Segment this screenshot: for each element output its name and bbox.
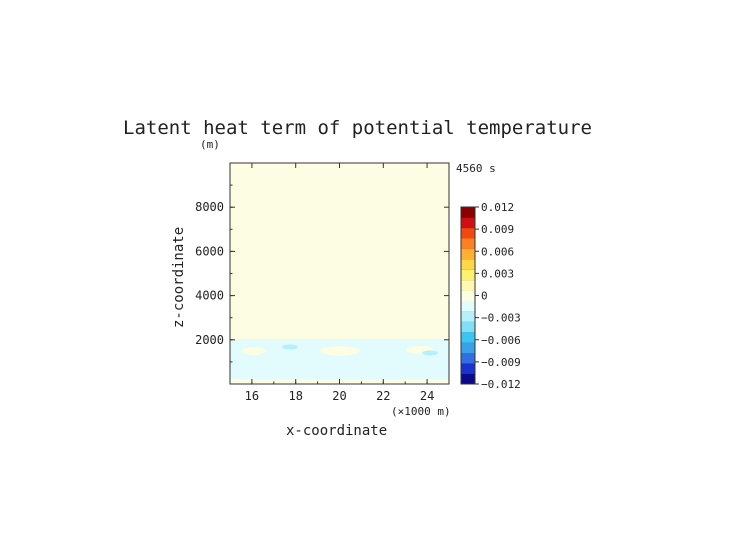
- field-patch-negative-right: [422, 350, 438, 356]
- colorbar-segment: [461, 373, 475, 385]
- colorbar-tick-label: 0.003: [481, 267, 514, 280]
- y-tick-label: 4000: [195, 289, 224, 303]
- colorbar-segment: [461, 342, 475, 354]
- colorbar-segment: [461, 279, 475, 291]
- colorbar-tick-label: 0.012: [481, 201, 514, 214]
- colorbar-segment: [461, 238, 475, 249]
- y-tick-label: 8000: [195, 200, 224, 214]
- colorbar-segment: [461, 363, 475, 374]
- field-patch-positive-left: [242, 347, 266, 355]
- x-unit-label: (×1000 m): [391, 405, 451, 418]
- colorbar-tick-label: −0.012: [481, 378, 521, 391]
- x-axis-label: x-coordinate: [286, 423, 387, 439]
- colorbar-segment: [461, 311, 475, 322]
- time-label: 4560 s: [456, 162, 496, 175]
- plot-area: [229, 162, 450, 385]
- x-tick-label: 22: [376, 389, 390, 403]
- colorbar-segment: [461, 227, 475, 239]
- colorbar: 0.012 0.009 0.006 0.003 0 −0.003 −0.006 −0.009 −…: [460, 201, 521, 391]
- field-patch-positive-center: [320, 346, 360, 356]
- x-axis: 16 18 20 22 24: [229, 163, 450, 403]
- colorbar-segment: [461, 290, 475, 302]
- colorbar-segment: [461, 248, 475, 260]
- colorbar-tick-label: 0: [481, 290, 488, 303]
- colorbar-segment: [461, 217, 475, 229]
- field-patch-negative-left: [282, 344, 298, 350]
- colorbar-tick-label: −0.003: [481, 312, 521, 325]
- chart-title: Latent heat term of potential temperatur…: [123, 117, 592, 139]
- colorbar-tick-label: −0.006: [481, 334, 521, 347]
- colorbar-segment: [461, 300, 475, 312]
- field-patch-low-2: [350, 366, 410, 376]
- y-unit-label: (m): [200, 138, 220, 151]
- x-tick-label: 18: [288, 389, 302, 403]
- colorbar-tick-label: −0.009: [481, 356, 521, 369]
- colorbar-segment: [461, 321, 475, 333]
- colorbar-tick-label: 0.009: [481, 223, 514, 236]
- x-tick-label: 24: [420, 389, 434, 403]
- colorbar-segment: [461, 352, 475, 364]
- x-tick-label: 16: [245, 389, 259, 403]
- colorbar-segment: [461, 331, 475, 343]
- y-axis: 2000 4000 6000 8000: [195, 184, 449, 363]
- colorbar-segment: [461, 207, 475, 218]
- y-tick-label: 6000: [195, 244, 224, 258]
- x-tick-label: 20: [332, 389, 346, 403]
- y-tick-label: 2000: [195, 333, 224, 347]
- colorbar-tick-label: 0.006: [481, 245, 514, 258]
- colorbar-segment: [461, 269, 475, 281]
- y-axis-label: z-coordinate: [171, 227, 187, 328]
- field-patch-low: [285, 366, 345, 376]
- colorbar-segment: [461, 259, 475, 270]
